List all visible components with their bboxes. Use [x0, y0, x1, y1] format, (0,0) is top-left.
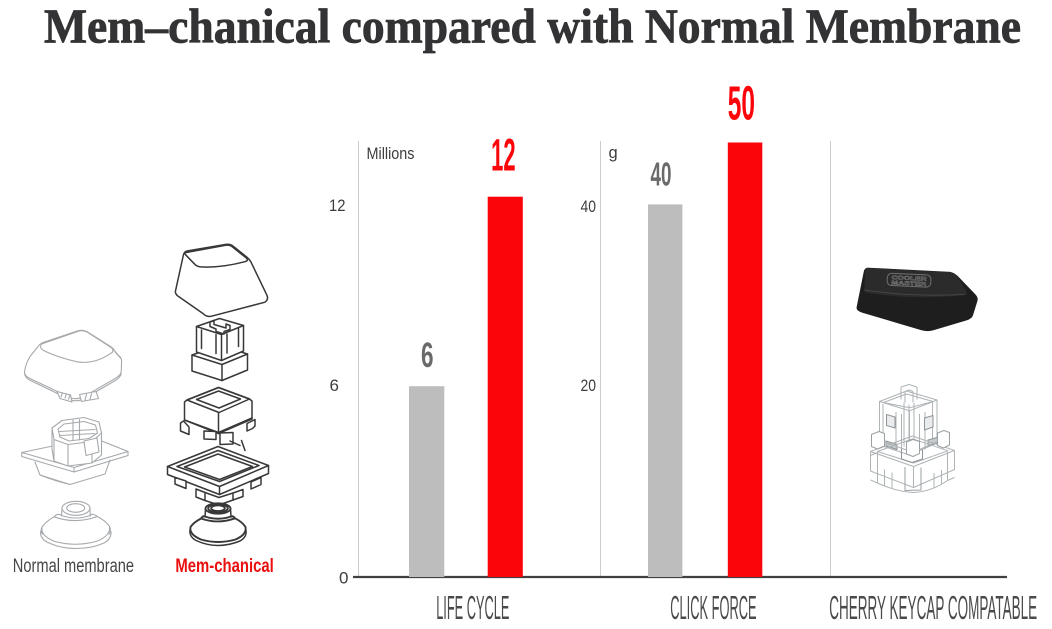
svg-text:Mem–chanical compared with Nor: Mem–chanical compared with Normal Membra… — [44, 0, 1021, 54]
svg-text:0: 0 — [339, 569, 348, 588]
svg-text:LIFE CYCLE: LIFE CYCLE — [436, 589, 509, 626]
svg-text:Normal membrane: Normal membrane — [13, 556, 134, 577]
svg-text:CHERRY KEYCAP COMPATABLE: CHERRY KEYCAP COMPATABLE — [829, 589, 1037, 626]
svg-text:g: g — [609, 144, 618, 162]
svg-text:6: 6 — [330, 376, 339, 395]
svg-text:MASTER: MASTER — [891, 280, 926, 288]
svg-text:20: 20 — [581, 376, 597, 395]
svg-text:40: 40 — [581, 197, 597, 216]
svg-text:40: 40 — [651, 157, 672, 194]
svg-text:CLICK FORCE: CLICK FORCE — [670, 589, 756, 626]
svg-text:Millions: Millions — [367, 145, 415, 163]
svg-text:12: 12 — [329, 196, 346, 215]
svg-text:6: 6 — [421, 336, 434, 375]
svg-text:Mem-chanical: Mem-chanical — [175, 556, 273, 577]
svg-text:12: 12 — [491, 130, 516, 181]
svg-text:COOLER: COOLER — [891, 275, 926, 283]
svg-text:50: 50 — [728, 78, 755, 131]
